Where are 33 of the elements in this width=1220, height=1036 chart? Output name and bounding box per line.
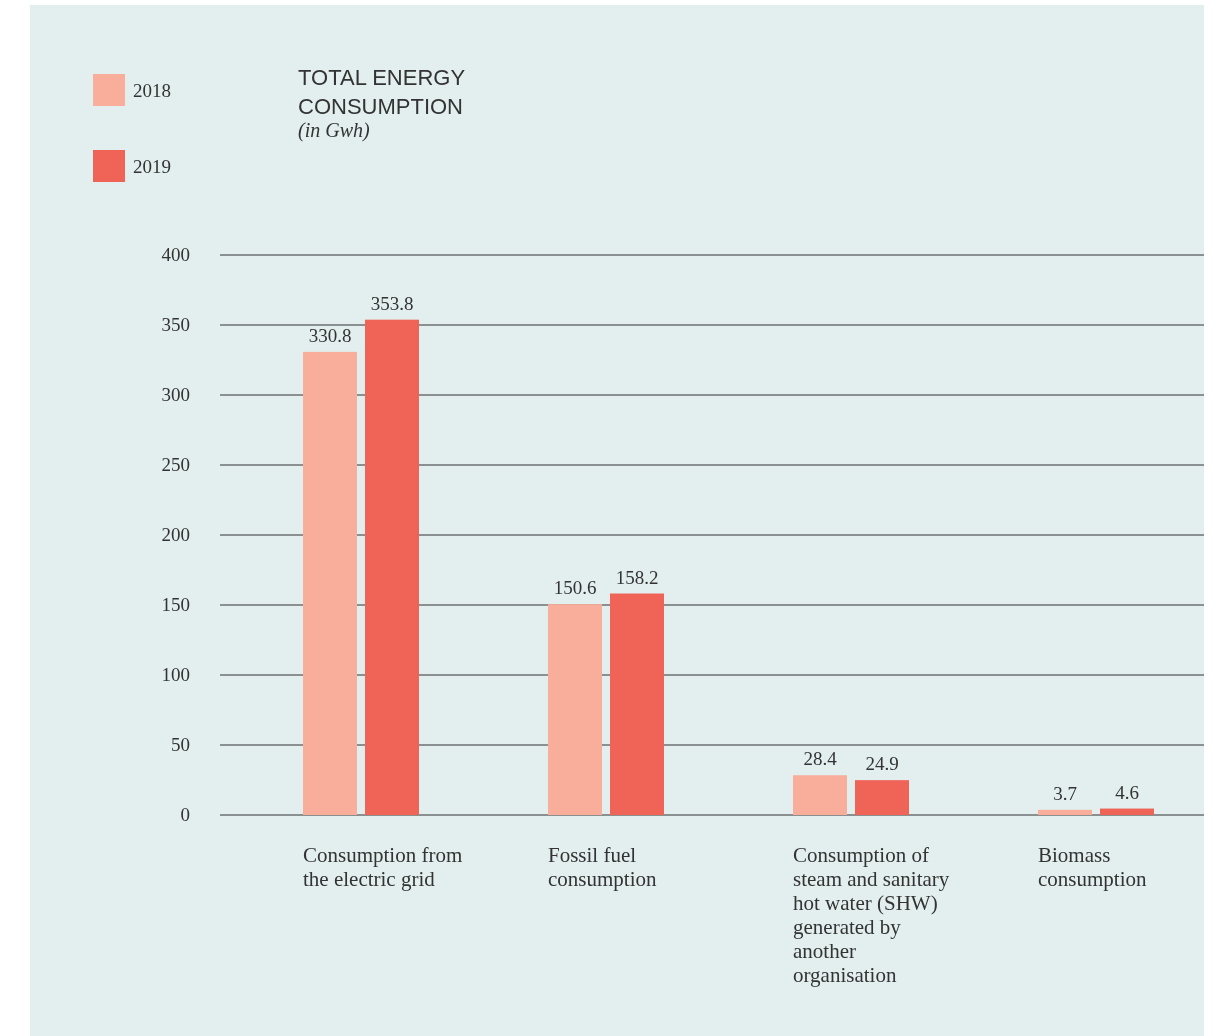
y-tick-label: 350 <box>161 314 190 335</box>
bar <box>855 780 909 815</box>
y-tick-label: 100 <box>161 664 190 685</box>
bar <box>303 351 357 815</box>
data-label: 330.8 <box>308 324 352 346</box>
legend-label: 2018 <box>133 80 171 101</box>
x-tick-label: Consumption from the electric grid <box>303 843 463 891</box>
data-label: 3.7 <box>1053 782 1077 804</box>
y-tick-label: 0 <box>180 804 190 825</box>
y-tick-label: 150 <box>161 594 190 615</box>
data-label: 28.4 <box>803 748 838 770</box>
chart-title: TOTAL ENERGY CONSUMPTION <box>298 65 466 119</box>
data-label: 150.6 <box>553 577 597 599</box>
bar <box>365 319 419 815</box>
x-tick-label: Fossil fuel consumption <box>548 843 657 891</box>
chart-subtitle: (in Gwh) <box>298 119 370 142</box>
bar <box>548 604 602 815</box>
bar <box>1038 809 1092 815</box>
y-tick-label: 400 <box>161 244 190 265</box>
data-label: 24.9 <box>865 753 899 775</box>
legend-label: 2019 <box>133 156 171 177</box>
x-tick-label: Consumption of steam and sanitary hot water (SHW) generated by another organisation <box>793 843 950 987</box>
data-label: 4.6 <box>1115 781 1139 803</box>
bar <box>793 775 847 815</box>
x-tick-label: Biomass consumption <box>1038 843 1147 891</box>
bar <box>1100 808 1154 815</box>
y-tick-label: 200 <box>161 524 190 545</box>
y-tick-label: 300 <box>161 384 190 405</box>
y-tick-label: 250 <box>161 454 190 475</box>
data-label: 158.2 <box>615 566 659 588</box>
y-tick-label: 50 <box>171 734 190 755</box>
bar <box>610 593 664 815</box>
data-label: 353.8 <box>370 292 414 314</box>
